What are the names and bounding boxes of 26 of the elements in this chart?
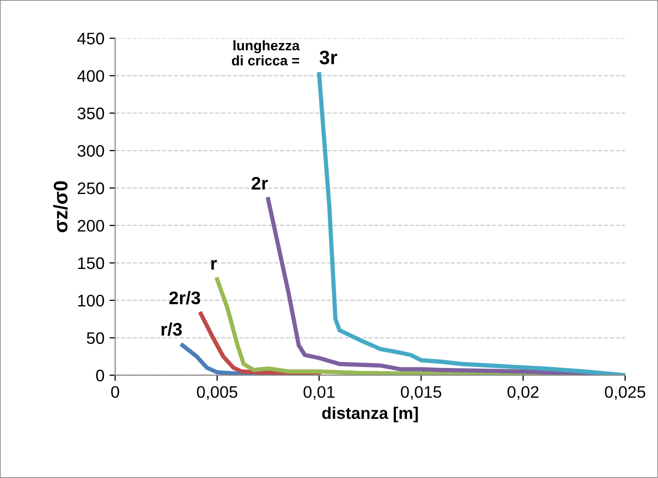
- x-tick-label: 0,01: [304, 386, 335, 400]
- y-axis-title: σz/σ0: [53, 181, 68, 232]
- line-series: [198, 312, 322, 376]
- y-tick-label: 300: [78, 144, 104, 157]
- y-tick-label: 400: [77, 70, 104, 82]
- line-series: [317, 72, 626, 376]
- x-axis-title: distanza [m]: [322, 406, 418, 422]
- annotation: lunghezza di cricca =: [232, 40, 300, 66]
- series-label: 3r: [320, 50, 338, 64]
- series-label: r/3: [162, 322, 182, 336]
- y-tick-label: 200: [78, 220, 104, 232]
- y-tick-label: 350: [78, 108, 104, 120]
- x-tick-label: 0: [111, 386, 120, 398]
- y-tick-label: 150: [78, 257, 104, 270]
- y-tick-label: 450: [77, 32, 104, 44]
- series-label: r: [211, 260, 217, 270]
- x-tick-label: 0,005: [196, 386, 238, 400]
- y-tick-label: 250: [78, 182, 104, 194]
- y-tick-label: 0: [96, 370, 104, 382]
- series-label: 2r/3: [169, 291, 200, 304]
- x-tick-label: 0,015: [400, 386, 442, 400]
- y-tick-label: 100: [78, 294, 104, 307]
- series-label: 2r: [252, 176, 268, 190]
- x-tick-label: 0,025: [604, 386, 646, 400]
- x-tick-label: 0,02: [508, 386, 538, 400]
- y-tick-label: 50: [86, 332, 104, 344]
